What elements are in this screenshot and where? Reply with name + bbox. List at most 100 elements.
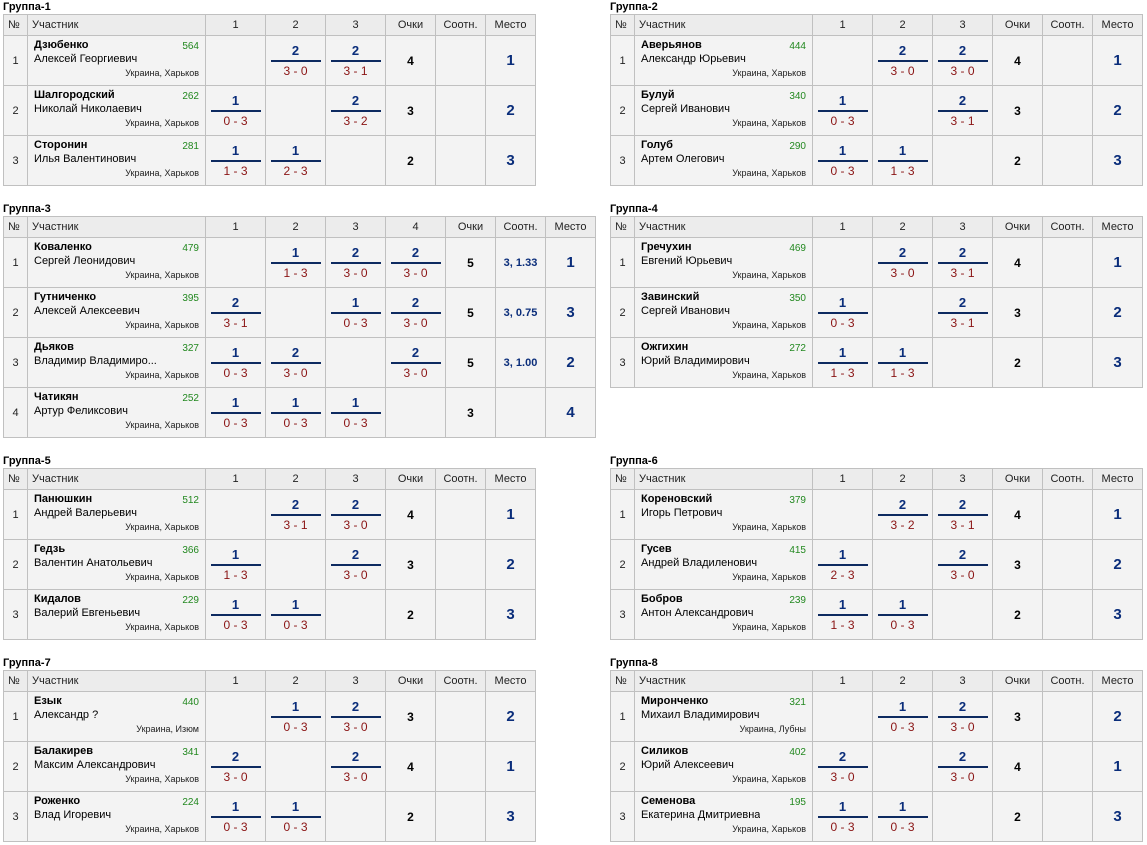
match-result[interactable]: 1 1 - 3 — [812, 337, 873, 388]
player-surname[interactable]: Бобров — [641, 593, 683, 605]
player-surname[interactable]: Гедзь — [34, 543, 66, 555]
match-score: 3 - 1 — [950, 316, 975, 330]
player-surname[interactable]: Езык — [34, 695, 62, 707]
match-result[interactable]: 1 0 - 3 — [812, 791, 873, 842]
player-surname[interactable]: Дьяков — [34, 341, 74, 353]
match-result[interactable]: 2 3 - 1 — [932, 237, 993, 288]
match-result[interactable]: 2 3 - 0 — [325, 691, 386, 742]
match-result[interactable]: 1 0 - 3 — [205, 589, 266, 640]
match-result[interactable]: 2 3 - 0 — [325, 741, 386, 792]
player-surname[interactable]: Миронченко — [641, 695, 709, 707]
player-surname[interactable]: Завинский — [641, 291, 700, 303]
match-result[interactable]: 2 3 - 0 — [385, 287, 446, 338]
player-surname[interactable]: Коваленко — [34, 241, 92, 253]
match-score: 1 - 3 — [830, 366, 855, 380]
match-result[interactable]: 1 0 - 3 — [872, 691, 933, 742]
match-result[interactable]: 2 3 - 0 — [325, 539, 386, 590]
match-result[interactable]: 2 3 - 0 — [932, 691, 993, 742]
match-result[interactable]: 1 0 - 3 — [325, 387, 386, 438]
player-surname[interactable]: Гутниченко — [34, 291, 97, 303]
player-surname[interactable]: Аверьянов — [641, 39, 702, 51]
match-result[interactable]: 1 2 - 3 — [265, 135, 326, 186]
match-result[interactable]: 2 3 - 2 — [872, 489, 933, 540]
match-points: 2 — [958, 547, 967, 562]
match-result[interactable]: 2 3 - 0 — [265, 35, 326, 86]
player-surname[interactable]: Сторонин — [34, 139, 88, 151]
match-result[interactable]: 2 3 - 0 — [872, 35, 933, 86]
player-rating: 512 — [182, 495, 199, 506]
match-result[interactable]: 1 0 - 3 — [872, 589, 933, 640]
match-result[interactable]: 1 0 - 3 — [265, 691, 326, 742]
match-result[interactable]: 2 3 - 0 — [812, 741, 873, 792]
match-result[interactable]: 2 3 - 1 — [932, 489, 993, 540]
match-result[interactable]: 1 1 - 3 — [812, 589, 873, 640]
match-result[interactable]: 1 0 - 3 — [205, 791, 266, 842]
match-result[interactable]: 1 2 - 3 — [812, 539, 873, 590]
match-result[interactable]: 2 3 - 0 — [385, 237, 446, 288]
match-score: 1 - 3 — [830, 618, 855, 632]
match-result[interactable]: 1 0 - 3 — [812, 135, 873, 186]
match-result[interactable]: 2 3 - 1 — [932, 85, 993, 136]
participant-cell: Аверьянов Александр Юрьевич 444 Украина, Ха… — [634, 35, 813, 86]
match-result[interactable]: 1 0 - 3 — [812, 85, 873, 136]
player-num: 4 — [3, 387, 28, 438]
match-result[interactable]: 1 1 - 3 — [205, 539, 266, 590]
player-city: Украина, Харьков — [732, 68, 806, 78]
match-result[interactable]: 2 3 - 2 — [325, 85, 386, 136]
match-result[interactable]: 1 0 - 3 — [265, 589, 326, 640]
match-result[interactable]: 2 3 - 0 — [265, 337, 326, 388]
header-points: Очки — [385, 468, 436, 490]
player-surname[interactable]: Голуб — [641, 139, 673, 151]
match-result[interactable]: 1 1 - 3 — [205, 135, 266, 186]
match-result[interactable]: 2 3 - 1 — [932, 287, 993, 338]
match-result[interactable]: 1 0 - 3 — [325, 287, 386, 338]
match-result[interactable]: 2 3 - 0 — [872, 237, 933, 288]
player-surname[interactable]: Роженко — [34, 795, 81, 807]
match-result[interactable]: 1 0 - 3 — [205, 337, 266, 388]
player-surname[interactable]: Шалгородский — [34, 89, 115, 101]
match-result[interactable]: 2 3 - 0 — [932, 35, 993, 86]
match-result[interactable]: 2 3 - 0 — [932, 741, 993, 792]
match-result[interactable]: 2 3 - 0 — [325, 489, 386, 540]
match-score: 3 - 0 — [283, 64, 308, 78]
match-score: 0 - 3 — [830, 820, 855, 834]
player-surname[interactable]: Семенова — [641, 795, 696, 807]
player-surname[interactable]: Кореновский — [641, 493, 713, 505]
player-surname[interactable]: Панюшкин — [34, 493, 93, 505]
result-divider — [877, 60, 928, 62]
group-title: Группа-4 — [610, 203, 658, 215]
player-surname[interactable]: Дзюбенко — [34, 39, 89, 51]
player-place: 2 — [1092, 287, 1143, 338]
player-surname[interactable]: Ожгихин — [641, 341, 689, 353]
match-result[interactable]: 1 1 - 3 — [265, 237, 326, 288]
match-result[interactable]: 1 0 - 3 — [265, 791, 326, 842]
match-result[interactable]: 1 1 - 3 — [872, 337, 933, 388]
match-result[interactable]: 2 3 - 0 — [385, 337, 446, 388]
player-surname[interactable]: Силиков — [641, 745, 689, 757]
match-result[interactable]: 2 3 - 0 — [932, 539, 993, 590]
match-result[interactable]: 2 3 - 1 — [265, 489, 326, 540]
player-surname[interactable]: Гусев — [641, 543, 672, 555]
player-rating: 564 — [182, 41, 199, 52]
match-result[interactable]: 1 0 - 3 — [872, 791, 933, 842]
player-surname[interactable]: Гречухин — [641, 241, 692, 253]
match-result[interactable]: 1 0 - 3 — [812, 287, 873, 338]
group-3: Группа-3 № Участник 1 2 3 4 Очки Соотн. Место 1 Ков… — [3, 202, 596, 438]
player-relation — [1042, 589, 1093, 640]
match-result[interactable]: 2 3 - 1 — [205, 287, 266, 338]
match-score: 0 - 3 — [223, 416, 248, 430]
player-surname[interactable]: Булуй — [641, 89, 675, 101]
match-score: 3 - 1 — [343, 64, 368, 78]
match-score: 2 - 3 — [830, 568, 855, 582]
match-result[interactable]: 2 3 - 0 — [205, 741, 266, 792]
match-result[interactable]: 1 0 - 3 — [205, 387, 266, 438]
match-result[interactable]: 2 3 - 1 — [325, 35, 386, 86]
player-surname[interactable]: Кидалов — [34, 593, 81, 605]
match-result[interactable]: 1 0 - 3 — [205, 85, 266, 136]
match-result[interactable]: 1 1 - 3 — [872, 135, 933, 186]
player-surname[interactable]: Балакирев — [34, 745, 93, 757]
player-surname[interactable]: Чатикян — [34, 391, 79, 403]
match-result[interactable]: 1 0 - 3 — [265, 387, 326, 438]
result-divider — [210, 614, 261, 616]
match-result[interactable]: 2 3 - 0 — [325, 237, 386, 288]
